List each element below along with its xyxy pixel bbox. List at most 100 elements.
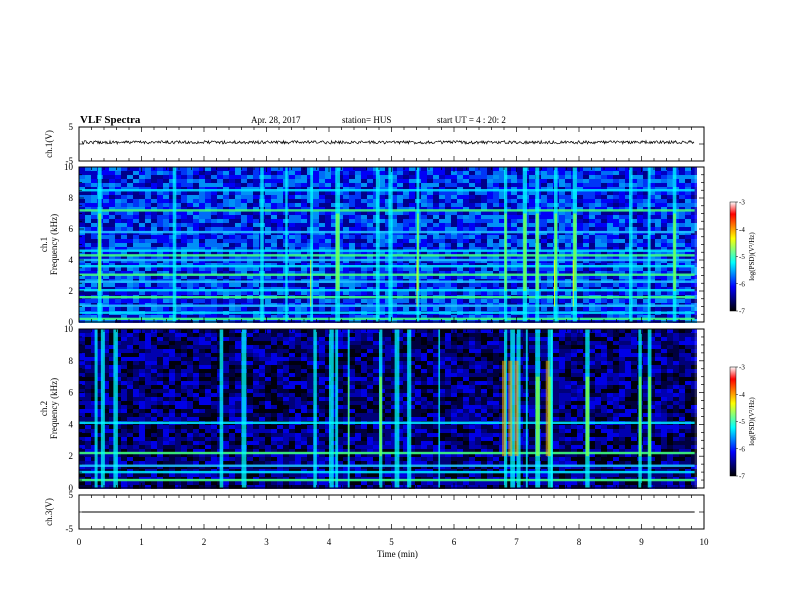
spectrogram-cell (271, 255, 277, 259)
spectrogram-cell (427, 353, 433, 357)
spectrogram-cell (103, 215, 109, 219)
spectrogram-cell (295, 291, 301, 295)
spectrogram-cell (187, 195, 193, 199)
spectrogram-cell (373, 329, 379, 333)
spectrogram-cell (361, 187, 367, 191)
spectrogram-cell (595, 219, 601, 223)
spectrogram-cell (547, 315, 553, 319)
spectrogram-cell (601, 283, 607, 287)
spectrogram-cell (79, 239, 85, 243)
spectrogram-cell (187, 227, 193, 231)
spectrogram-cell (85, 239, 91, 243)
spectrogram-cell (235, 215, 241, 219)
spectrogram-cell (595, 337, 601, 341)
spectrogram-cell (139, 361, 145, 365)
spectrogram-cell (505, 171, 511, 175)
spectrogram-cell (163, 271, 169, 275)
spectrogram-cell (157, 287, 163, 291)
spectrogram-cell (619, 341, 625, 345)
spectrogram-cell (391, 319, 397, 323)
spectrogram-cell (79, 255, 85, 259)
spectrogram-cell (517, 223, 523, 227)
spectrogram-cell (619, 195, 625, 199)
spectrogram-cell (631, 307, 637, 311)
spectrogram-cell (505, 227, 511, 231)
spectrogram-cell (685, 287, 691, 291)
spectrogram-cell (589, 219, 595, 223)
spectrogram-cell (529, 175, 535, 179)
spectrogram-cell (355, 353, 361, 357)
spectrogram-band (79, 311, 695, 314)
spectrogram-cell (235, 223, 241, 227)
spectrogram-cell (199, 195, 205, 199)
spectrogram-cell (643, 243, 649, 247)
spectrogram-cell (475, 271, 481, 275)
spectrogram-cell (271, 319, 277, 323)
spectrogram-cell (445, 211, 451, 215)
spectrogram-cell (565, 167, 571, 171)
spectrogram-cell (343, 291, 349, 295)
spectrogram-cell (385, 175, 391, 179)
spectrogram-cell (481, 287, 487, 291)
spectrogram-cell (217, 191, 223, 195)
spectrogram-cell (505, 167, 511, 171)
spectrogram-cell (205, 191, 211, 195)
spectrogram-cell (361, 247, 367, 251)
spectrogram-cell (463, 291, 469, 295)
spectrogram-cell (547, 179, 553, 183)
spectrogram-cell (625, 353, 631, 357)
spectrogram-cell (205, 341, 211, 345)
spectrogram-cell (439, 247, 445, 251)
spectrogram-cell (211, 271, 217, 275)
spectrogram-cell (307, 333, 313, 337)
spectrogram-cell (379, 203, 385, 207)
spectrogram-cell (145, 319, 151, 323)
spectrogram-cell (391, 199, 397, 203)
spectrogram-cell (133, 227, 139, 231)
spectrogram-cell (505, 219, 511, 223)
spectrogram-cell (307, 287, 313, 291)
spectrogram-cell (421, 307, 427, 311)
spectrogram-cell (595, 307, 601, 311)
spectrogram-cell (109, 167, 115, 171)
spectrogram-cell (433, 337, 439, 341)
spectrogram-cell (133, 341, 139, 345)
spectrogram-cell (79, 207, 85, 211)
spectrogram-cell (367, 203, 373, 207)
spectrogram-cell (79, 223, 85, 227)
spectrogram-cell (205, 291, 211, 295)
spectrogram-cell (319, 183, 325, 187)
spectrogram-cell (307, 345, 313, 349)
spectrogram-cell (649, 251, 655, 255)
spectrogram-cell (133, 357, 139, 361)
spectrogram-cell (247, 341, 253, 345)
spectrogram-cell (349, 255, 355, 259)
spectrogram-cell (625, 275, 631, 279)
spectrogram-cell (577, 183, 583, 187)
spectrogram-cell (529, 291, 535, 295)
spectrogram-cell (661, 191, 667, 195)
spectrogram-cell (439, 223, 445, 227)
spectrogram-cell (433, 275, 439, 279)
spectrogram-cell (457, 255, 463, 259)
spectrogram-cell (493, 275, 499, 279)
spectrogram-cell (481, 349, 487, 353)
spectrogram-cell (547, 275, 553, 279)
spectrogram-cell (277, 247, 283, 251)
spectrogram-cell (541, 187, 547, 191)
spectrogram-cell (421, 315, 427, 319)
spectrogram-cell (151, 243, 157, 247)
spectrogram-cell (577, 191, 583, 195)
spectrogram-cell (457, 267, 463, 271)
spectrogram-cell (331, 299, 337, 303)
spectrogram-cell (151, 235, 157, 239)
spectrogram-cell (547, 251, 553, 255)
spectrogram-cell (253, 251, 259, 255)
spectrogram-cell (361, 299, 367, 303)
spectrogram-cell (307, 167, 313, 171)
spectrogram-cell (253, 349, 259, 353)
spectrogram-cell (583, 307, 589, 311)
spectrogram-cell (127, 329, 133, 333)
spectrogram-cell (211, 235, 217, 239)
spectrogram-cell (199, 179, 205, 183)
